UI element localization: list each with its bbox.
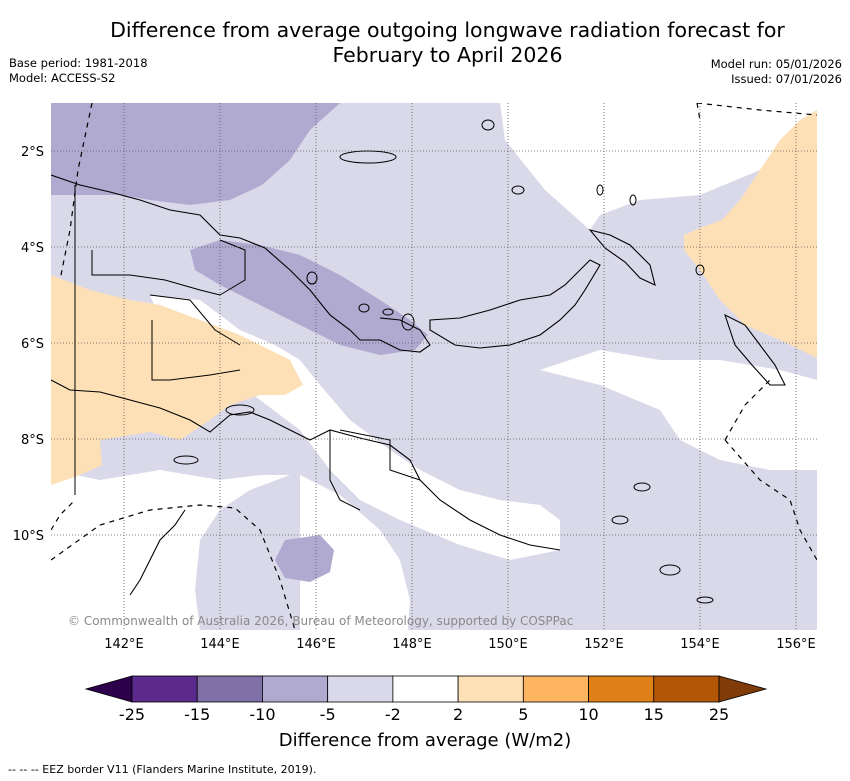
- neutral-region-south-central: [300, 475, 410, 630]
- issued-date: Issued: 07/01/2026: [731, 72, 842, 86]
- anomaly-minus10-minus5-band: [190, 240, 428, 355]
- new-guinea-north-coast: [51, 174, 431, 353]
- meta-right: Model run: 05/01/2026 Issued: 07/01/2026: [711, 57, 842, 87]
- colorbar-tick-label: 15: [643, 705, 664, 724]
- colorbar: [84, 675, 768, 703]
- meta-left: Base period: 1981-2018 Model: ACCESS-S2: [9, 56, 148, 86]
- longitude-label: 152°E: [584, 637, 624, 652]
- colorbar-segment: [327, 675, 394, 703]
- colorbar-extend-low: [84, 675, 133, 703]
- eez-south-east: [724, 379, 817, 561]
- colorbar-tick-label: -5: [319, 705, 336, 724]
- borders: [74, 185, 421, 511]
- copyright-notice: © Commonwealth of Australia 2026, Bureau…: [68, 614, 574, 628]
- longitude-label: 146°E: [296, 637, 336, 652]
- colorbar-segment: [653, 675, 720, 703]
- longitude-labels: 142°E 144°E 146°E 148°E 150°E 152°E 154°E 156°E: [104, 637, 816, 652]
- latitude-label: 6°S: [21, 337, 44, 352]
- longitude-label: 150°E: [488, 637, 528, 652]
- latitude-label: 4°S: [21, 241, 44, 256]
- gridlines: [51, 103, 817, 630]
- colorbar-tick-label: -15: [184, 705, 211, 724]
- base-period: Base period: 1981-2018: [9, 56, 148, 70]
- bougainville: [724, 313, 786, 386]
- anomaly-plus2-plus5-east: [684, 110, 817, 358]
- colorbar-extend-high: [718, 675, 768, 703]
- anomaly-minus10-minus5-north-west: [51, 103, 340, 205]
- model-run: Model run: 05/01/2026: [710, 57, 842, 71]
- colorbar-tick-label: 2: [453, 705, 464, 724]
- new-guinea-south-coast: [51, 379, 561, 551]
- colorbar-title: Difference from average (W/m2): [278, 730, 572, 751]
- latitude-label: 2°S: [21, 145, 44, 160]
- colorbar-segment: [588, 675, 655, 703]
- torres-strait-coast: [129, 509, 186, 596]
- latitude-label: 8°S: [21, 433, 44, 448]
- title-line-2: February to April 2026: [332, 43, 563, 67]
- colorbar-segment: [262, 675, 329, 703]
- coastlines: [51, 174, 786, 596]
- longitude-label: 148°E: [392, 637, 432, 652]
- new-ireland: [588, 229, 656, 286]
- eez-legend: -- -- -- EEZ border V11 (Flanders Marine…: [8, 763, 317, 776]
- longitude-label: 142°E: [104, 637, 144, 652]
- colorbar-tick-label: -25: [118, 705, 146, 724]
- longitude-label: 154°E: [680, 637, 720, 652]
- longitude-label: 156°E: [776, 637, 816, 652]
- neutral-region-north-east: [500, 103, 817, 230]
- colorbar-segment: [522, 675, 589, 703]
- anomaly-plus2-plus5-west: [51, 275, 303, 485]
- colorbar-tick-label: -10: [249, 705, 276, 724]
- eez-west: [59, 103, 93, 281]
- colorbar-segment: [457, 675, 524, 703]
- colorbar-tick-label: 25: [708, 705, 730, 724]
- eez-north-east: [696, 103, 817, 116]
- map-area: [51, 103, 817, 630]
- neutral-region-south-west: [51, 470, 290, 630]
- colorbar-tick-label: 10: [578, 705, 599, 724]
- colorbar-segment: [131, 675, 198, 703]
- colorbar-segment: [392, 675, 459, 703]
- eez-east: [696, 103, 701, 121]
- eez-borders: [51, 103, 817, 630]
- eez-south-west: [51, 499, 76, 531]
- provincial-borders: [91, 239, 421, 511]
- colorbar-segment: [196, 675, 263, 703]
- colorbar-tick-label: -2: [384, 705, 401, 724]
- new-britain: [429, 259, 601, 349]
- chart-title: Difference from average outgoing longwav…: [90, 18, 805, 68]
- colorbar-tick-label: 5: [518, 705, 529, 724]
- model-name: Model: ACCESS-S2: [9, 71, 116, 85]
- longitude-label: 144°E: [200, 637, 240, 652]
- latitude-label: 10°S: [13, 529, 44, 544]
- small-islands: [173, 119, 714, 604]
- title-line-1: Difference from average outgoing longwav…: [110, 18, 785, 42]
- eez-south: [51, 504, 296, 630]
- latitude-labels: 2°S 4°S 6°S 8°S 10°S: [13, 145, 44, 544]
- anomaly-minus10-minus5-south: [275, 535, 334, 582]
- neutral-region-east: [540, 350, 817, 470]
